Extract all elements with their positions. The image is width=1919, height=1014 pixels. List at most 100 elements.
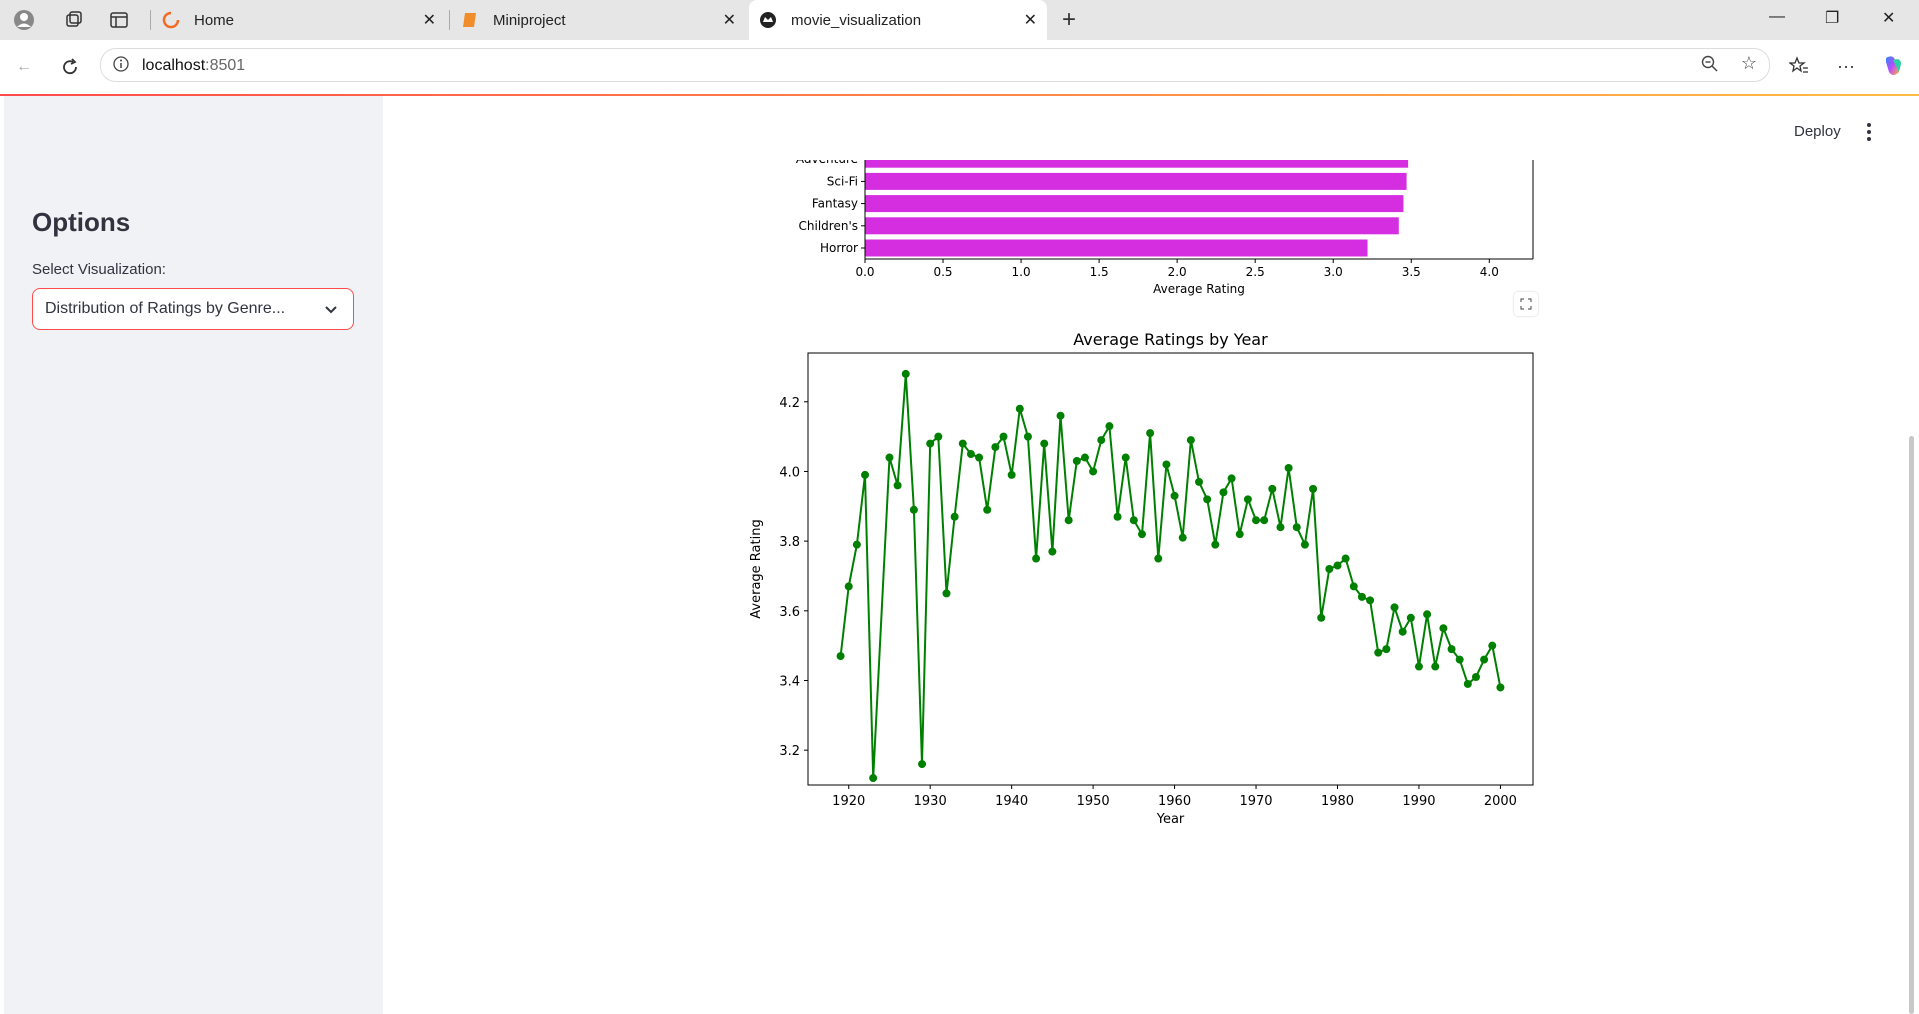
tab-actions-icon[interactable] xyxy=(107,8,131,32)
x-tick-label: 0.0 xyxy=(855,265,874,279)
y-tick-label: Fantasy xyxy=(812,197,858,211)
data-point xyxy=(1390,603,1399,612)
data-point xyxy=(1366,596,1375,605)
y-tick-label: 4.0 xyxy=(779,465,800,480)
plot-frame xyxy=(807,352,1534,786)
fullscreen-expand-icon[interactable] xyxy=(1514,292,1538,316)
bar xyxy=(865,239,1368,257)
data-point xyxy=(1243,495,1252,504)
data-point xyxy=(1414,662,1423,671)
close-tab-icon[interactable]: ✕ xyxy=(422,12,436,29)
data-point xyxy=(934,432,943,441)
favorites-icon[interactable] xyxy=(1787,54,1811,78)
bar xyxy=(865,195,1404,213)
y-axis-label: Average Rating xyxy=(749,519,764,618)
workspaces-icon[interactable] xyxy=(62,8,86,32)
streamlit-top-decoration xyxy=(0,94,1919,96)
data-point xyxy=(1015,404,1024,413)
back-icon[interactable]: ← xyxy=(16,58,32,75)
data-point xyxy=(950,512,959,521)
tab-miniproject[interactable]: Miniproject ✕ xyxy=(451,0,746,40)
visualization-select[interactable]: Distribution of Ratings by Genre... xyxy=(32,288,354,330)
data-point xyxy=(1333,561,1342,570)
copilot-icon[interactable] xyxy=(1881,54,1905,78)
data-point xyxy=(1227,474,1236,483)
zoom-out-icon[interactable] xyxy=(1701,55,1719,78)
data-point xyxy=(1032,554,1041,563)
restore-icon[interactable]: ❐ xyxy=(1825,10,1840,27)
genre-bar-chart: Adventure Sci-Fi Fantasy Children's Horror 0.… xyxy=(796,160,1534,296)
data-point xyxy=(1471,673,1480,681)
tab-separator xyxy=(449,10,450,30)
x-tick-label: 1950 xyxy=(1077,794,1110,809)
bar xyxy=(865,217,1399,235)
main-menu-icon[interactable] xyxy=(1864,120,1874,144)
data-point xyxy=(1260,516,1269,525)
y-tick-label: Sci-Fi xyxy=(827,174,858,188)
x-tick-label: 4.0 xyxy=(1480,265,1499,279)
tab-label: Home xyxy=(194,11,235,29)
data-point xyxy=(1374,648,1383,657)
y-tick-label: 3.2 xyxy=(779,744,800,759)
data-point xyxy=(1349,582,1358,591)
data-point xyxy=(1146,429,1155,438)
book-favicon-icon xyxy=(461,11,479,29)
x-axis-label: Average Rating xyxy=(1153,282,1245,296)
close-tab-icon[interactable]: ✕ xyxy=(1023,12,1037,29)
url-port: :8501 xyxy=(205,57,246,74)
x-tick-label: 2.0 xyxy=(1168,265,1187,279)
url-box[interactable]: ☆ xyxy=(100,48,1770,82)
data-point xyxy=(1040,439,1049,448)
tab-home[interactable]: Home ✕ xyxy=(152,0,446,40)
data-point xyxy=(1162,460,1171,469)
x-tick-label: 0.5 xyxy=(933,265,952,279)
data-point xyxy=(918,760,927,769)
data-point xyxy=(1431,662,1440,671)
data-point xyxy=(1317,613,1326,622)
x-tick-label: 1940 xyxy=(995,794,1028,809)
data-point xyxy=(1211,540,1220,549)
page-scrollbar[interactable] xyxy=(1909,436,1914,1014)
y-tick-label: 3.8 xyxy=(779,535,800,550)
data-point xyxy=(1357,592,1366,601)
refresh-icon[interactable] xyxy=(58,55,82,79)
y-tick-label: Children's xyxy=(799,219,858,233)
data-point xyxy=(901,369,910,378)
more-options-icon[interactable]: ··· xyxy=(1837,55,1855,76)
close-window-icon[interactable]: ✕ xyxy=(1882,10,1896,27)
x-tick-label: 3.5 xyxy=(1402,265,1421,279)
data-point xyxy=(1455,655,1464,664)
data-point xyxy=(958,439,967,448)
data-point xyxy=(1235,530,1244,539)
minimize-icon[interactable]: — xyxy=(1769,8,1785,25)
data-point xyxy=(1219,488,1228,497)
ratings-by-year-line-chart: Average Ratings by Year 1920 1930 1940 1950 1… xyxy=(749,330,1534,827)
data-point xyxy=(1488,641,1497,650)
url-text[interactable]: localhost:8501 xyxy=(142,57,245,75)
site-info-icon[interactable] xyxy=(113,56,129,77)
streamlit-favicon-icon xyxy=(759,11,777,29)
y-tick-label: 4.2 xyxy=(779,396,800,411)
tab-movie-visualization[interactable]: movie_visualization ✕ xyxy=(749,0,1047,40)
data-point xyxy=(1309,484,1318,493)
x-tick-label: 1.0 xyxy=(1012,265,1031,279)
new-tab-icon[interactable]: + xyxy=(1061,6,1076,33)
deploy-button[interactable]: Deploy xyxy=(1794,123,1841,140)
favorite-star-icon[interactable]: ☆ xyxy=(1740,53,1757,73)
data-point xyxy=(1496,683,1505,692)
sidebar xyxy=(4,96,383,1014)
close-tab-icon[interactable]: ✕ xyxy=(722,12,736,29)
data-point xyxy=(1089,467,1098,476)
data-point xyxy=(1300,540,1309,549)
bar xyxy=(865,172,1407,190)
data-point xyxy=(1292,523,1301,532)
profile-icon[interactable] xyxy=(12,8,36,32)
data-point xyxy=(1195,477,1204,486)
y-tick-label: Horror xyxy=(820,241,858,255)
data-point xyxy=(1129,516,1138,525)
bar xyxy=(865,160,1409,168)
data-point xyxy=(966,450,975,459)
data-point xyxy=(1072,457,1081,465)
data-point xyxy=(1113,512,1122,521)
x-tick-label: 2.5 xyxy=(1246,265,1265,279)
